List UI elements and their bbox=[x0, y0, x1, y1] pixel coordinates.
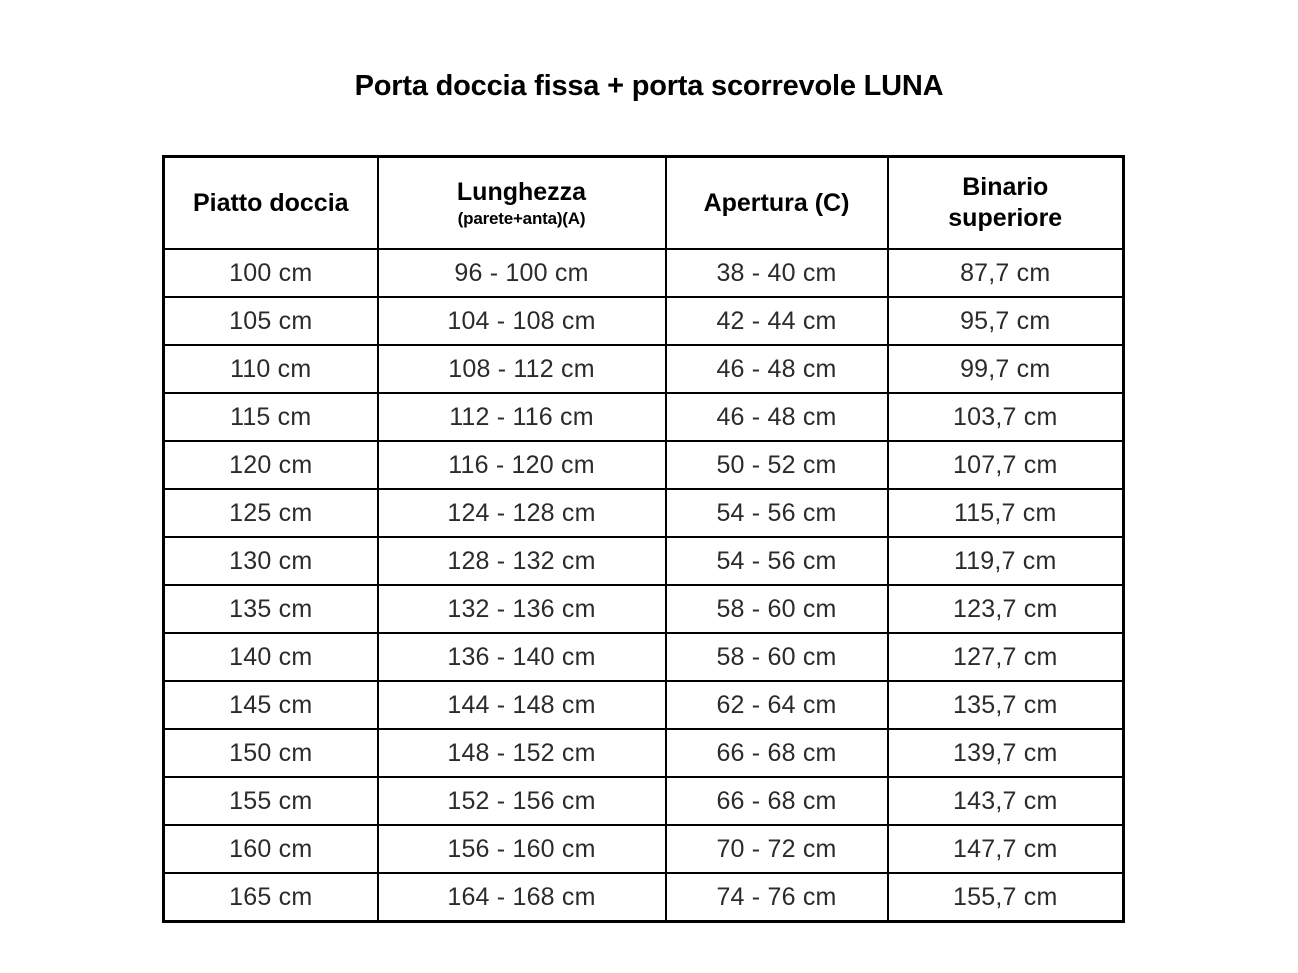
cell-apertura: 54 - 56 cm bbox=[664, 536, 889, 586]
cell-binario-superiore: 147,7 cm bbox=[886, 824, 1125, 874]
cell-piatto-doccia: 105 cm bbox=[162, 296, 379, 346]
cell-binario-superiore: 99,7 cm bbox=[886, 344, 1125, 394]
cell-lunghezza: 132 - 136 cm bbox=[376, 584, 667, 634]
table-header: Piatto doccia Lunghezza (parete+anta)(A)… bbox=[162, 155, 1125, 250]
table-header-row: Piatto doccia Lunghezza (parete+anta)(A)… bbox=[162, 155, 1125, 250]
shower-dimensions-table: Piatto doccia Lunghezza (parete+anta)(A)… bbox=[162, 155, 1125, 923]
cell-lunghezza: 104 - 108 cm bbox=[376, 296, 667, 346]
cell-binario-superiore: 87,7 cm bbox=[886, 248, 1125, 298]
cell-lunghezza: 144 - 148 cm bbox=[376, 680, 667, 730]
table-row: 150 cm 148 - 152 cm 66 - 68 cm 139,7 cm bbox=[162, 728, 1125, 778]
cell-piatto-doccia: 150 cm bbox=[162, 728, 379, 778]
column-header-binario-superiore: Binario superiore bbox=[886, 155, 1125, 250]
column-header-apertura-label: Apertura (C) bbox=[703, 188, 850, 217]
table-row: 155 cm 152 - 156 cm 66 - 68 cm 143,7 cm bbox=[162, 776, 1125, 826]
cell-lunghezza: 116 - 120 cm bbox=[376, 440, 667, 490]
cell-binario-superiore: 143,7 cm bbox=[886, 776, 1125, 826]
column-header-piatto-doccia-label: Piatto doccia bbox=[192, 188, 349, 217]
cell-piatto-doccia: 160 cm bbox=[162, 824, 379, 874]
cell-apertura: 42 - 44 cm bbox=[664, 296, 889, 346]
table-row: 125 cm 124 - 128 cm 54 - 56 cm 115,7 cm bbox=[162, 488, 1125, 538]
cell-binario-superiore: 139,7 cm bbox=[886, 728, 1125, 778]
column-header-lunghezza-label: Lunghezza bbox=[456, 177, 587, 206]
cell-piatto-doccia: 140 cm bbox=[162, 632, 379, 682]
cell-lunghezza: 112 - 116 cm bbox=[376, 392, 667, 442]
cell-binario-superiore: 103,7 cm bbox=[886, 392, 1125, 442]
cell-binario-superiore: 135,7 cm bbox=[886, 680, 1125, 730]
cell-piatto-doccia: 100 cm bbox=[162, 248, 379, 298]
table-row: 135 cm 132 - 136 cm 58 - 60 cm 123,7 cm bbox=[162, 584, 1125, 634]
cell-lunghezza: 124 - 128 cm bbox=[376, 488, 667, 538]
table-row: 145 cm 144 - 148 cm 62 - 64 cm 135,7 cm bbox=[162, 680, 1125, 730]
table-row: 105 cm 104 - 108 cm 42 - 44 cm 95,7 cm bbox=[162, 296, 1125, 346]
cell-apertura: 74 - 76 cm bbox=[664, 872, 889, 923]
cell-binario-superiore: 95,7 cm bbox=[886, 296, 1125, 346]
cell-binario-superiore: 115,7 cm bbox=[886, 488, 1125, 538]
cell-piatto-doccia: 110 cm bbox=[162, 344, 379, 394]
cell-lunghezza: 164 - 168 cm bbox=[376, 872, 667, 923]
cell-binario-superiore: 107,7 cm bbox=[886, 440, 1125, 490]
cell-apertura: 50 - 52 cm bbox=[664, 440, 889, 490]
table-row: 115 cm 112 - 116 cm 46 - 48 cm 103,7 cm bbox=[162, 392, 1125, 442]
cell-piatto-doccia: 135 cm bbox=[162, 584, 379, 634]
cell-lunghezza: 152 - 156 cm bbox=[376, 776, 667, 826]
cell-lunghezza: 148 - 152 cm bbox=[376, 728, 667, 778]
cell-binario-superiore: 119,7 cm bbox=[886, 536, 1125, 586]
column-header-lunghezza: Lunghezza (parete+anta)(A) bbox=[376, 155, 667, 250]
table-row: 110 cm 108 - 112 cm 46 - 48 cm 99,7 cm bbox=[162, 344, 1125, 394]
table-body: 100 cm 96 - 100 cm 38 - 40 cm 87,7 cm 105 cm… bbox=[162, 248, 1125, 923]
cell-apertura: 46 - 48 cm bbox=[664, 344, 889, 394]
cell-apertura: 66 - 68 cm bbox=[664, 776, 889, 826]
column-header-superiore-label: superiore bbox=[948, 204, 1063, 232]
cell-lunghezza: 96 - 100 cm bbox=[376, 248, 667, 298]
cell-apertura: 46 - 48 cm bbox=[664, 392, 889, 442]
page-title: Porta doccia fissa + porta scorrevole LU… bbox=[354, 70, 944, 102]
cell-piatto-doccia: 130 cm bbox=[162, 536, 379, 586]
table-row: 140 cm 136 - 140 cm 58 - 60 cm 127,7 cm bbox=[162, 632, 1125, 682]
cell-apertura: 58 - 60 cm bbox=[664, 632, 889, 682]
cell-lunghezza: 156 - 160 cm bbox=[376, 824, 667, 874]
cell-apertura: 54 - 56 cm bbox=[664, 488, 889, 538]
cell-lunghezza: 108 - 112 cm bbox=[376, 344, 667, 394]
cell-apertura: 70 - 72 cm bbox=[664, 824, 889, 874]
column-header-binario-label: Binario bbox=[962, 173, 1049, 201]
column-header-lunghezza-sublabel: (parete+anta)(A) bbox=[457, 208, 586, 228]
table-row: 130 cm 128 - 132 cm 54 - 56 cm 119,7 cm bbox=[162, 536, 1125, 586]
cell-apertura: 62 - 64 cm bbox=[664, 680, 889, 730]
cell-piatto-doccia: 125 cm bbox=[162, 488, 379, 538]
table-row: 165 cm 164 - 168 cm 74 - 76 cm 155,7 cm bbox=[162, 872, 1125, 923]
cell-piatto-doccia: 155 cm bbox=[162, 776, 379, 826]
table-row: 160 cm 156 - 160 cm 70 - 72 cm 147,7 cm bbox=[162, 824, 1125, 874]
column-header-apertura: Apertura (C) bbox=[664, 155, 889, 250]
table-row: 120 cm 116 - 120 cm 50 - 52 cm 107,7 cm bbox=[162, 440, 1125, 490]
cell-binario-superiore: 127,7 cm bbox=[886, 632, 1125, 682]
cell-piatto-doccia: 165 cm bbox=[162, 872, 379, 923]
table-row: 100 cm 96 - 100 cm 38 - 40 cm 87,7 cm bbox=[162, 248, 1125, 298]
cell-lunghezza: 136 - 140 cm bbox=[376, 632, 667, 682]
cell-apertura: 58 - 60 cm bbox=[664, 584, 889, 634]
cell-binario-superiore: 123,7 cm bbox=[886, 584, 1125, 634]
cell-piatto-doccia: 120 cm bbox=[162, 440, 379, 490]
cell-piatto-doccia: 115 cm bbox=[162, 392, 379, 442]
cell-binario-superiore: 155,7 cm bbox=[886, 872, 1125, 923]
cell-apertura: 66 - 68 cm bbox=[664, 728, 889, 778]
cell-apertura: 38 - 40 cm bbox=[664, 248, 889, 298]
column-header-piatto-doccia: Piatto doccia bbox=[162, 155, 379, 250]
cell-piatto-doccia: 145 cm bbox=[162, 680, 379, 730]
cell-lunghezza: 128 - 132 cm bbox=[376, 536, 667, 586]
